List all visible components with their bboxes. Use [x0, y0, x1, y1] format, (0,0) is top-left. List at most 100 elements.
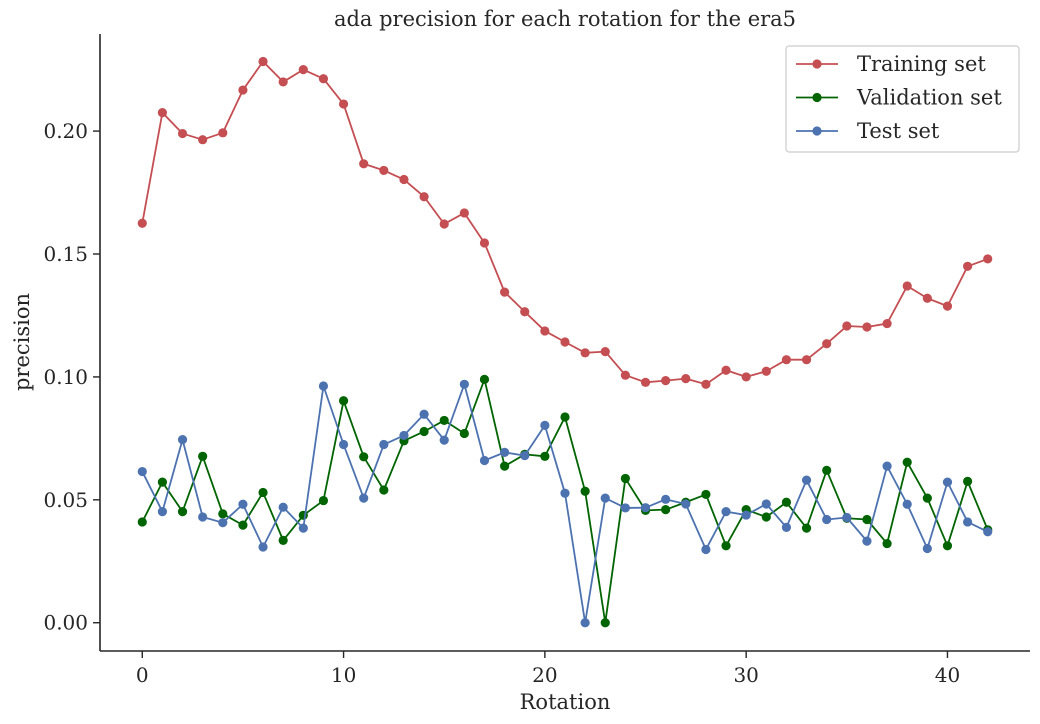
data-point-test-set — [801, 475, 812, 485]
data-point-validation-set — [419, 426, 429, 437]
data-point-training-set — [862, 322, 872, 332]
data-point-training-set — [661, 376, 671, 386]
data-point-test-set — [278, 502, 288, 512]
data-point-test-set — [600, 493, 610, 503]
data-point-validation-set — [238, 520, 248, 530]
data-point-test-set — [338, 439, 349, 450]
series-validation-set — [137, 374, 993, 628]
data-point-validation-set — [177, 507, 188, 517]
data-point-test-set — [379, 439, 389, 450]
y-tick-label: 0.20 — [43, 119, 88, 143]
data-point-training-set — [157, 108, 168, 118]
data-point-test-set — [399, 430, 409, 441]
data-point-training-set — [318, 74, 329, 84]
x-axis-ticks: 0 10 20 30 40 — [136, 651, 960, 687]
data-point-test-set — [258, 542, 268, 552]
data-point-test-set — [157, 507, 168, 517]
data-point-validation-set — [157, 477, 168, 487]
data-point-test-set — [761, 499, 771, 509]
data-point-training-set — [721, 365, 731, 375]
data-point-training-set — [962, 261, 973, 271]
data-point-test-set — [177, 434, 188, 445]
data-point-test-set — [137, 466, 147, 477]
legend-swatch-marker — [812, 92, 822, 103]
data-point-training-set — [278, 77, 288, 87]
data-point-test-set — [500, 447, 510, 457]
y-tick-label: 0.10 — [43, 365, 88, 389]
data-point-training-set — [761, 366, 771, 376]
data-point-test-set — [681, 499, 691, 509]
data-point-validation-set — [459, 428, 469, 439]
data-point-training-set — [640, 377, 651, 387]
y-tick-label: 0.05 — [43, 488, 88, 512]
data-point-validation-set — [942, 541, 953, 551]
data-point-validation-set — [278, 535, 288, 545]
data-point-training-set — [902, 281, 912, 291]
data-point-validation-set — [198, 451, 208, 461]
data-point-validation-set — [439, 415, 449, 426]
x-tick-label: 30 — [733, 663, 758, 687]
data-point-test-set — [983, 527, 993, 537]
legend-swatch-marker — [812, 126, 822, 136]
data-point-validation-set — [540, 451, 550, 461]
data-point-validation-set — [721, 541, 731, 551]
data-point-test-set — [238, 499, 248, 509]
data-point-validation-set — [479, 374, 490, 384]
data-point-test-set — [882, 461, 892, 471]
data-point-validation-set — [500, 461, 510, 471]
data-point-validation-set — [258, 487, 268, 498]
data-point-test-set — [741, 510, 751, 520]
data-point-validation-set — [359, 452, 369, 462]
data-point-training-set — [822, 339, 832, 349]
legend: Training set Validation set Test set — [785, 45, 1020, 153]
data-point-training-set — [359, 159, 369, 169]
data-point-test-set — [862, 536, 872, 546]
data-point-validation-set — [882, 538, 892, 549]
data-point-validation-set — [137, 517, 147, 527]
data-point-test-set — [640, 503, 651, 513]
data-point-training-set — [137, 218, 147, 228]
data-point-validation-set — [962, 476, 973, 486]
data-point-validation-set — [701, 489, 711, 500]
data-point-test-set — [962, 517, 973, 527]
data-point-training-set — [419, 192, 429, 202]
x-tick-label: 20 — [532, 663, 557, 687]
data-point-training-set — [500, 287, 510, 297]
data-point-validation-set — [761, 512, 771, 522]
data-point-test-set — [922, 543, 932, 554]
legend-label: Training set — [857, 52, 986, 76]
data-point-training-set — [801, 355, 812, 365]
data-point-training-set — [983, 254, 993, 264]
data-point-training-set — [741, 372, 751, 382]
data-point-validation-set — [781, 497, 792, 507]
data-point-test-set — [218, 518, 228, 528]
data-point-test-set — [459, 379, 469, 389]
data-point-test-set — [661, 494, 671, 504]
data-point-training-set — [459, 208, 469, 218]
data-point-test-set — [620, 503, 630, 513]
data-point-test-set — [560, 488, 570, 498]
data-point-training-set — [942, 301, 953, 311]
y-tick-label: 0.00 — [43, 611, 88, 635]
data-point-test-set — [318, 381, 329, 391]
data-point-test-set — [479, 455, 490, 466]
data-point-training-set — [258, 56, 268, 67]
data-point-validation-set — [600, 618, 610, 628]
y-axis-label: precision — [10, 293, 34, 391]
data-point-test-set — [540, 420, 550, 430]
data-point-validation-set — [922, 493, 932, 503]
series-layer — [137, 56, 993, 628]
data-point-training-set — [338, 99, 349, 109]
legend-swatch-marker — [812, 59, 822, 69]
data-point-training-set — [681, 374, 691, 384]
legend-label: Test set — [857, 119, 940, 143]
data-point-training-set — [882, 318, 892, 329]
data-point-test-set — [580, 618, 590, 628]
data-point-validation-set — [801, 523, 812, 533]
data-point-training-set — [238, 85, 248, 95]
data-point-validation-set — [661, 505, 671, 515]
series-training-set — [137, 56, 993, 389]
legend-box — [785, 45, 1020, 153]
